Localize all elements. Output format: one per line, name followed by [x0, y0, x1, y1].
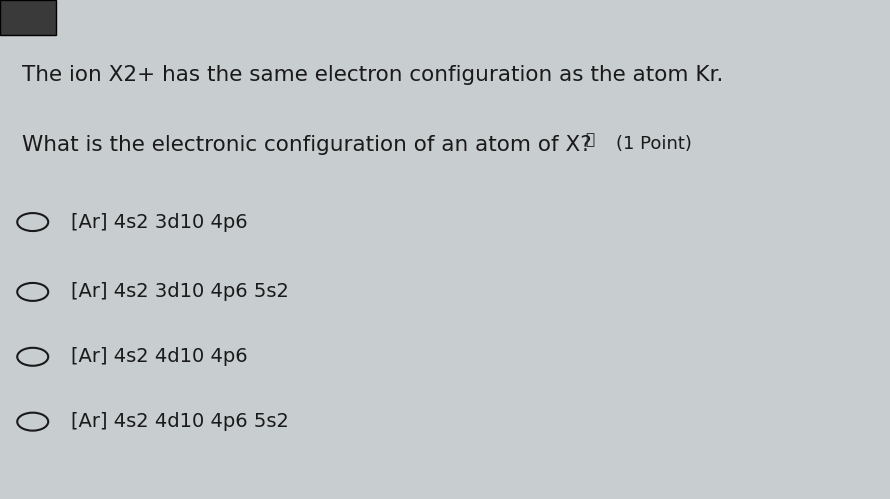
Text: What is the electronic configuration of an atom of X?: What is the electronic configuration of … [21, 135, 591, 155]
Text: [Ar] 4s2 3d10 4p6 5s2: [Ar] 4s2 3d10 4p6 5s2 [71, 282, 289, 301]
Text: The ion X2+ has the same electron configuration as the atom Kr.: The ion X2+ has the same electron config… [21, 65, 723, 85]
Text: [Ar] 4s2 4d10 4p6: [Ar] 4s2 4d10 4p6 [71, 347, 248, 366]
FancyBboxPatch shape [0, 0, 56, 35]
Text: 🔊: 🔊 [586, 132, 595, 147]
Text: (1 Point): (1 Point) [616, 135, 692, 153]
Text: [Ar] 4s2 3d10 4p6: [Ar] 4s2 3d10 4p6 [71, 213, 248, 232]
Text: [Ar] 4s2 4d10 4p6 5s2: [Ar] 4s2 4d10 4p6 5s2 [71, 412, 289, 431]
